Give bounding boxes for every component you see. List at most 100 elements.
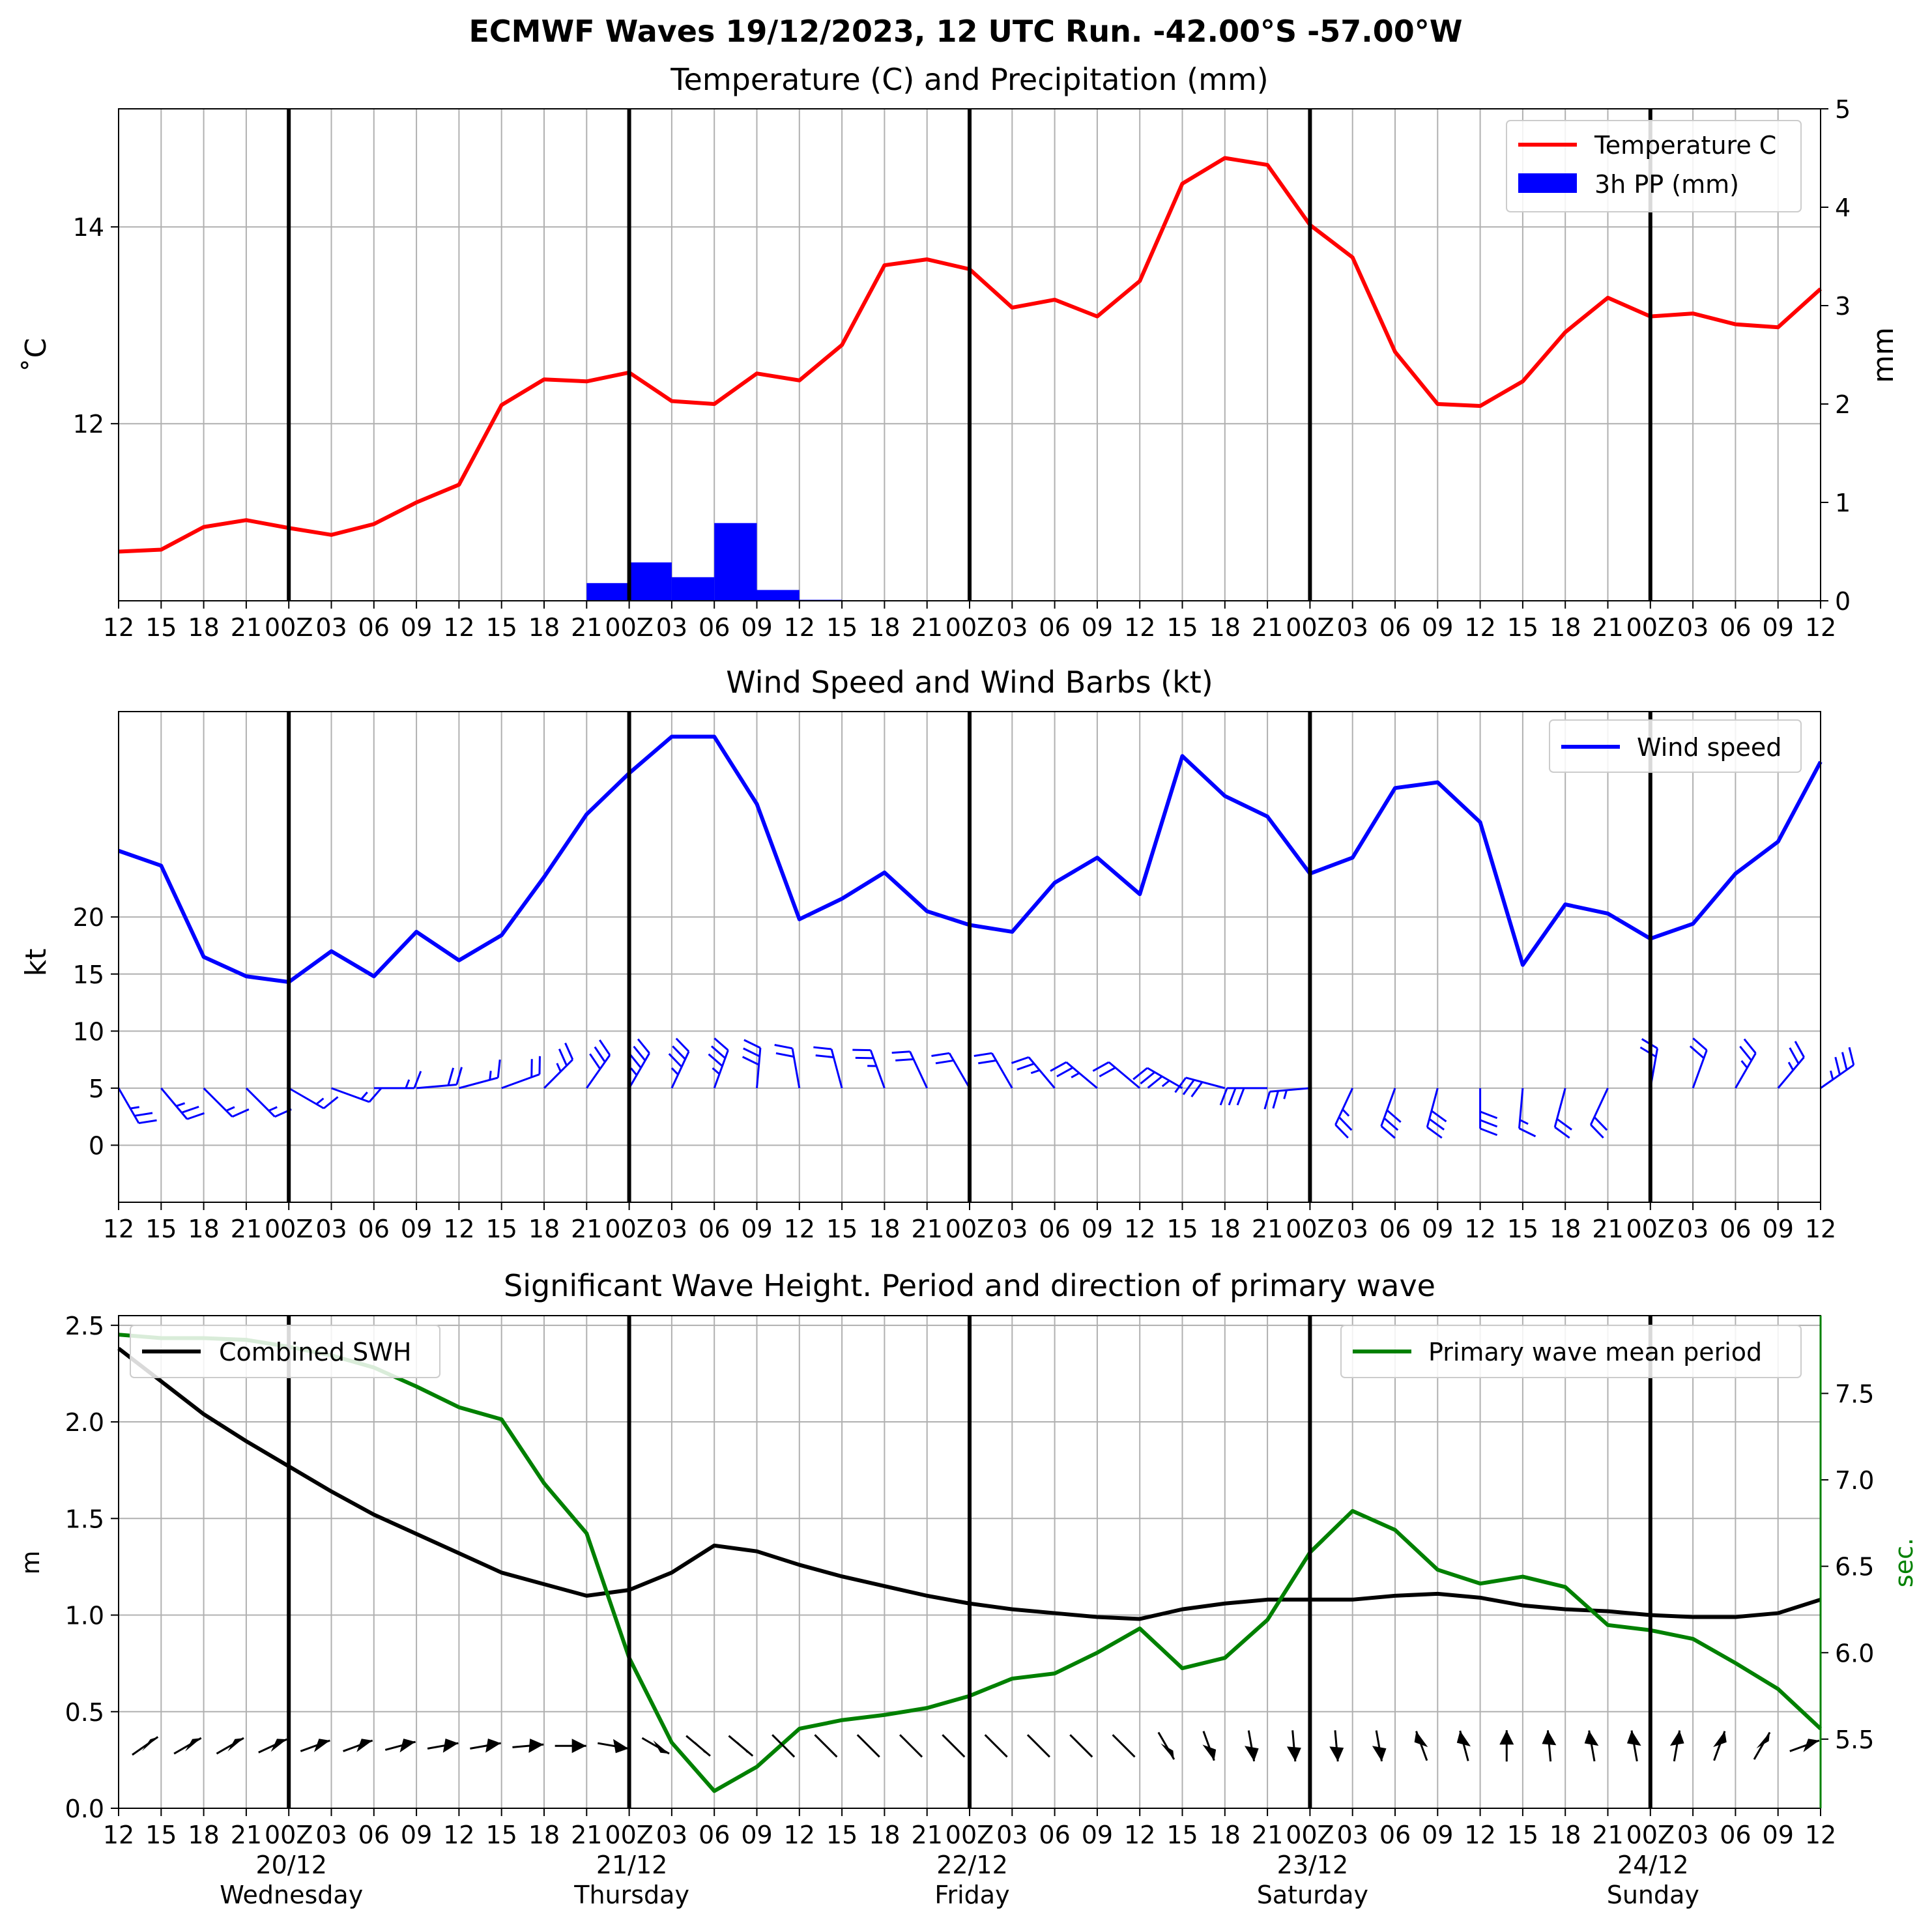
arrow-head [185, 1738, 201, 1752]
x-tick-label: 12 [1124, 1821, 1155, 1849]
wave-period-legend: Primary wave mean period [1340, 1325, 1802, 1378]
arrow-shaft [1026, 1734, 1050, 1758]
wind-barb-feather [743, 1039, 761, 1049]
arrow-head [571, 1739, 586, 1754]
wave-height-axis-label: m [16, 1550, 45, 1574]
wind-barb-feather [1383, 1117, 1399, 1131]
wind-barb-feather [1338, 1116, 1353, 1131]
x-tick-label: 00Z [265, 1821, 313, 1849]
wind-barb-staff [830, 1048, 843, 1089]
day-date-label: 23/12 [1277, 1851, 1349, 1879]
x-tick-label: 18 [869, 1821, 900, 1849]
wind-barb [1735, 1038, 1757, 1089]
x-tick-label: 06 [1720, 1821, 1751, 1849]
wind-barb-feather [1190, 1081, 1204, 1097]
day-date-label: 24/12 [1617, 1851, 1689, 1879]
wind-panel-title: Wind Speed and Wind Barbs (kt) [726, 665, 1213, 700]
wind-barb-feather [564, 1042, 574, 1060]
wind-barb-staff [586, 1054, 611, 1089]
wind-barb-feather [1092, 1061, 1110, 1072]
x-tick-label: 15 [486, 613, 517, 642]
x-tick-label: 18 [188, 613, 219, 642]
wind-barb-staff [756, 1047, 762, 1089]
x-tick-label: 12 [784, 1215, 815, 1243]
wind-barb-staff [713, 1050, 729, 1089]
arrow-head [528, 1739, 544, 1754]
wind-barb-half-feather [1030, 1069, 1040, 1075]
wind-barb-half-feather [1830, 1070, 1834, 1080]
day-date-label: 20/12 [255, 1851, 327, 1879]
wind-barb-feather [231, 1108, 250, 1118]
wind-barb [1011, 1056, 1056, 1089]
wind-barb-feather [368, 1088, 382, 1103]
x-tick-label: 06 [699, 1821, 730, 1849]
x-tick-label: 06 [1039, 1215, 1070, 1243]
wind-barb [668, 1037, 690, 1089]
precipitation-bar [629, 562, 672, 601]
x-tick-label: 21 [1592, 1821, 1623, 1849]
wave-direction-arrow [1542, 1730, 1557, 1762]
wave-direction-arrow [984, 1734, 1008, 1758]
y2-tick-label: 0 [1835, 587, 1851, 616]
x-tick-label: 21 [231, 1215, 262, 1243]
x-tick-label: 15 [486, 1821, 517, 1849]
wind-barb-feather [1518, 1127, 1536, 1138]
wave-direction-arrow [771, 1734, 796, 1758]
x-tick-label: 06 [358, 1821, 390, 1849]
wind-barb [160, 1087, 205, 1120]
y2-tick-label: 4 [1835, 194, 1851, 222]
wave-direction-arrow [258, 1738, 287, 1754]
arrow-head [992, 1741, 1007, 1757]
x-tick-label: 21 [1252, 613, 1283, 642]
wind-barb-staff [1553, 1088, 1566, 1128]
wind-barb-staff [160, 1087, 188, 1120]
x-tick-label: 00Z [605, 613, 653, 642]
wind-barb-feather [895, 1058, 914, 1062]
legend-temperature-label: Temperature C [1594, 131, 1776, 160]
x-tick-label: 00Z [1286, 1821, 1334, 1849]
x-tick-label: 00Z [1626, 1215, 1675, 1243]
wave-direction-arrow [1069, 1734, 1093, 1758]
day-date-label: 21/12 [596, 1851, 668, 1879]
precipitation-bar [586, 583, 629, 601]
y-tick-label: 20 [73, 903, 104, 932]
wind-barb-feather [1743, 1038, 1757, 1054]
wind-barb-feather [1841, 1052, 1848, 1071]
wind-panel: Wind Speed and Wind Barbs (kt) kt 0 5 10 15… [20, 665, 1855, 1243]
wind-barb [931, 1052, 971, 1089]
wind-barb-feather [594, 1046, 606, 1063]
x-tick-label: 18 [1550, 613, 1581, 642]
day-date-label: 22/12 [936, 1851, 1008, 1879]
day-name-label: Friday [934, 1881, 1009, 1909]
wave-direction-arrow [942, 1734, 966, 1758]
wind-barb-feather [1480, 1127, 1498, 1136]
wind-barb-staff [1185, 1076, 1226, 1090]
wave-direction-arrow [132, 1736, 159, 1756]
x-tick-label: 09 [1082, 1215, 1113, 1243]
wind-barb [813, 1046, 843, 1089]
wind-barb [1689, 1037, 1708, 1089]
wind-barb-feather [935, 1059, 954, 1065]
wind-barb-staff [1147, 1067, 1183, 1090]
y-tick-label: 0.5 [65, 1698, 104, 1727]
x-tick-label: 09 [1422, 1821, 1453, 1849]
arrow-head [1414, 1731, 1428, 1748]
x-tick-label: 18 [1209, 613, 1241, 642]
arrow-head [1456, 1731, 1471, 1747]
x-tick-label: 15 [145, 1215, 177, 1243]
wave-direction-arrow [1414, 1731, 1428, 1761]
wave-direction-arrow [173, 1737, 202, 1755]
wind-barb-half-feather [315, 1097, 324, 1105]
arrow-head [1244, 1746, 1259, 1761]
wind-barb-feather [413, 1071, 422, 1089]
wind-barb-staff [1692, 1050, 1708, 1089]
wave-panel: Significant Wave Height. Period and dire… [16, 1268, 1918, 1909]
wind-barb [203, 1087, 250, 1118]
x-tick-label: 03 [996, 613, 1028, 642]
arrow-head [1286, 1746, 1301, 1762]
x-tick-label: 21 [1252, 1821, 1283, 1849]
arrow-head [1034, 1741, 1050, 1757]
x-tick-label: 18 [528, 1821, 560, 1849]
x-tick-label: 00Z [945, 613, 994, 642]
arrow-head [864, 1741, 880, 1757]
